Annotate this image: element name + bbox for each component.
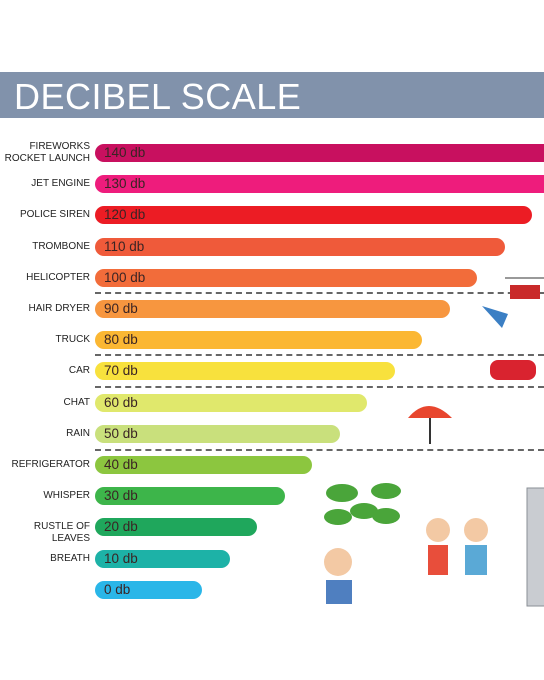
category-label: HAIR DRYER [28,303,91,314]
bar [95,580,202,599]
bar [95,362,395,381]
bar [95,549,230,568]
value-label: 10 db [104,550,138,566]
category-label: CAR [68,365,90,377]
value-label: 50 db [104,425,138,441]
category-label: BREATH [50,552,90,564]
value-label: 100 db [104,269,146,285]
bar [95,300,450,318]
separator [95,292,544,294]
value-label: 110 db [104,238,145,254]
category-label: TRUCK [55,334,90,346]
value-label: 70 db [104,363,138,379]
bar [95,206,532,225]
separator [95,386,544,388]
value-label: 20 db [104,519,138,535]
bar [95,393,367,412]
bar [95,331,422,350]
bar [95,456,312,474]
value-label: 40 db [104,457,138,472]
category-label: POLICE SIREN [19,209,90,221]
bar [95,518,257,537]
separator [95,449,544,451]
category-label: RAIN [66,427,90,439]
category-label: RUSTLE OF LEAVES [33,521,90,545]
value-label: 130 db [104,176,146,192]
category-label: JET ENGINE [31,178,90,190]
bar [95,237,505,256]
category-label: REFRIGERATOR [11,459,90,470]
category-label: CHAT [63,396,90,408]
category-label: WHISPER [43,490,90,502]
value-label: 0 db [104,581,131,597]
title-banner [0,72,544,118]
value-label: 60 db [104,394,138,410]
bar [95,487,285,506]
bar [95,144,544,162]
category-label: FIREWORKS ROCKET LAUNCH [4,141,90,164]
value-label: 90 db [104,301,138,316]
value-label: 80 db [104,332,138,348]
category-label: TROMBONE [32,240,90,252]
value-label: 140 db [104,145,146,160]
category-label: HELICOPTER [26,271,90,283]
bar [95,175,544,194]
separator [95,354,544,356]
chart-title: DECIBEL SCALE [14,76,302,117]
bar [95,424,340,443]
value-label: 120 db [104,207,146,223]
value-label: 30 db [104,488,138,504]
bar [95,268,477,287]
